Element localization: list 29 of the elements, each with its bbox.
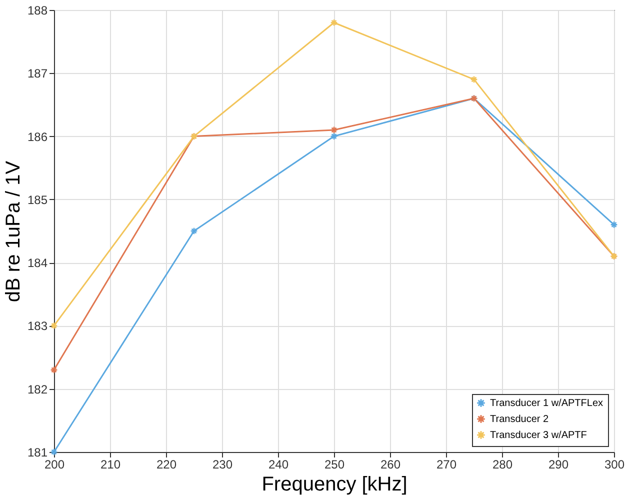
- x-tick-label: 210: [100, 458, 121, 472]
- legend-label: Transducer 2: [490, 414, 549, 425]
- x-tick-label: 270: [436, 458, 457, 472]
- x-tick-label: 290: [548, 458, 569, 472]
- point: [330, 132, 338, 140]
- y-tick-label: 183: [27, 319, 48, 334]
- x-tick-label: 230: [212, 458, 233, 472]
- x-tick-label: 280: [492, 458, 513, 472]
- y-tick-label: 187: [27, 66, 48, 81]
- y-tick-label: 182: [27, 382, 48, 396]
- y-tick-label: 188: [27, 4, 48, 18]
- x-tick-label: 220: [156, 458, 177, 472]
- y-axis-title: dB re 1uPa / 1V: [2, 160, 24, 302]
- x-axis-title: Frequency [kHz]: [262, 474, 408, 496]
- point: [330, 18, 338, 26]
- x-tick-label: 300: [604, 458, 625, 472]
- y-tick-label: 181: [27, 446, 48, 460]
- y-tick-label: 184: [27, 256, 48, 270]
- point: [470, 76, 478, 84]
- y-tick-label: 185: [27, 192, 48, 207]
- legend-label: Transducer 1 w/APTFLex: [490, 398, 604, 409]
- x-tick-label: 250: [324, 458, 345, 472]
- x-tick-label: 240: [268, 458, 289, 472]
- point: [330, 126, 338, 134]
- y-tick-label: 186: [27, 130, 48, 144]
- point: [190, 227, 198, 235]
- x-tick-label: 260: [380, 458, 401, 472]
- x-tick-label: 200: [44, 458, 65, 472]
- legend-label: Transducer 3 w/APTF: [490, 430, 587, 441]
